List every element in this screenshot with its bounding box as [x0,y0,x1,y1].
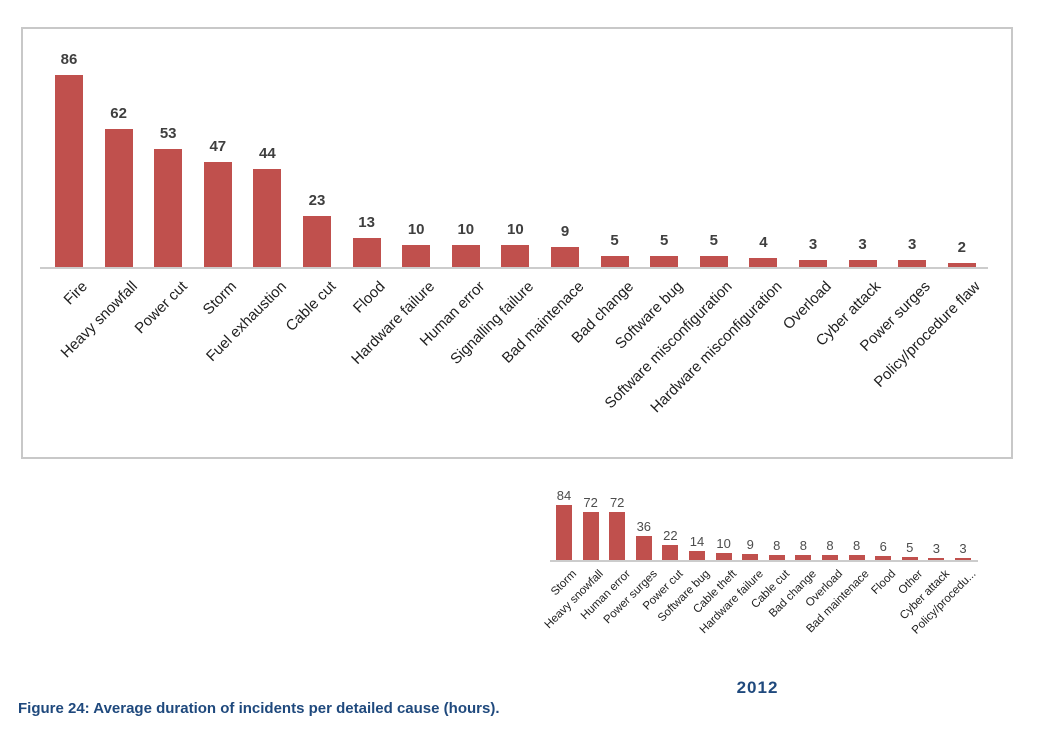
value-label: 5 [709,231,718,249]
top-chart-plot-area: 86 Fire 62 Heavy snowfall 53 Power cut 47 Storm… [23,29,1011,457]
bar-power-cut [154,148,183,267]
value-label: 5 [660,231,669,249]
value-label: 6 [879,539,887,555]
value-label: 8 [799,537,807,553]
value-label: 84 [556,487,572,503]
bar-overload [799,260,827,267]
bar-software-misconfiguration [699,255,728,267]
bar-cable-cut [768,554,785,560]
value-label: 10 [457,220,475,238]
value-label: 3 [932,541,940,557]
value-label: 8 [826,537,834,553]
x-axis-line [40,267,988,269]
x-tick-label: Flood [869,568,899,597]
bar-hardware-misconfiguration [749,258,778,267]
value-label: 3 [959,541,967,557]
value-label: 4 [759,234,768,252]
value-label: 47 [209,138,227,156]
value-label: 9 [746,537,754,553]
bar-cyber-attack [928,558,945,560]
value-label: 36 [636,519,652,535]
bar-bad-change [600,255,629,267]
bar-software-bug [650,255,679,267]
value-label: 72 [583,495,598,511]
bottom-chart-year-label: 2012 [736,678,779,697]
value-label: 8 [852,537,861,553]
top-chart: 86 Fire 62 Heavy snowfall 53 Power cut 47 Storm… [21,27,1013,459]
value-label: 8 [773,537,781,553]
value-label: 44 [259,144,276,162]
bar-power-surges [898,260,927,267]
x-tick-label: Fire [60,278,92,309]
bar-heavy-snowfall [104,128,133,267]
bar-fuel-exhaustion [253,168,282,267]
value-label: 3 [808,236,818,254]
value-label: 86 [60,51,78,69]
value-label: 22 [663,528,678,544]
bar-storm [203,162,232,267]
x-tick-label: Storm [199,278,240,319]
bottom-chart: 84 Storm 72 Heavy snowfall 72 Human error 36 Po… [540,488,1030,688]
value-label: 5 [906,539,914,555]
x-tick-label: Flood [350,278,389,317]
bar-cable-theft [715,553,732,560]
value-label: 9 [560,222,570,240]
bar-other [901,556,918,560]
value-label: 2 [957,238,966,256]
value-label: 62 [110,104,127,122]
value-label: 13 [358,214,375,231]
bar-cyber-attack [848,260,877,267]
value-label: 3 [858,236,867,254]
bar-cable-cut [303,215,331,267]
value-label: 5 [610,231,619,249]
bar-human-error [451,244,480,267]
value-label: 72 [609,495,625,511]
bar-hardware-failure [402,244,431,267]
value-label: 53 [159,124,177,142]
bar-power-cut [662,545,679,560]
x-axis-line [550,560,978,562]
bar-bad-maintenace [551,246,579,267]
bar-policy-procedu- [955,558,971,560]
x-tick-label: Power cut [131,278,191,338]
bar-power-surges [635,536,652,560]
bar-hardware-failure [742,554,759,560]
value-label: 10 [407,220,425,238]
bar-software-bug [689,550,705,560]
bar-flood [352,238,381,267]
bar-bad-change [795,554,812,560]
value-label: 10 [507,220,524,238]
bar-bad-maintenace [848,554,865,560]
value-label: 3 [908,236,917,254]
bar-flood [875,556,892,560]
value-label: 14 [689,533,705,549]
bar-heavy-snowfall [582,512,599,560]
figure-caption: Figure 24: Average duration of incidents… [18,700,500,717]
x-tick-label: Cable cut [282,278,340,335]
value-label: 10 [716,536,731,552]
bar-policy-procedure-flaw [947,262,976,267]
bar-overload [822,554,838,560]
bar-fire [55,75,83,267]
bar-storm [556,504,572,560]
value-label: 23 [308,191,326,209]
bar-signalling-failure [501,244,530,267]
bar-human-error [609,512,626,560]
